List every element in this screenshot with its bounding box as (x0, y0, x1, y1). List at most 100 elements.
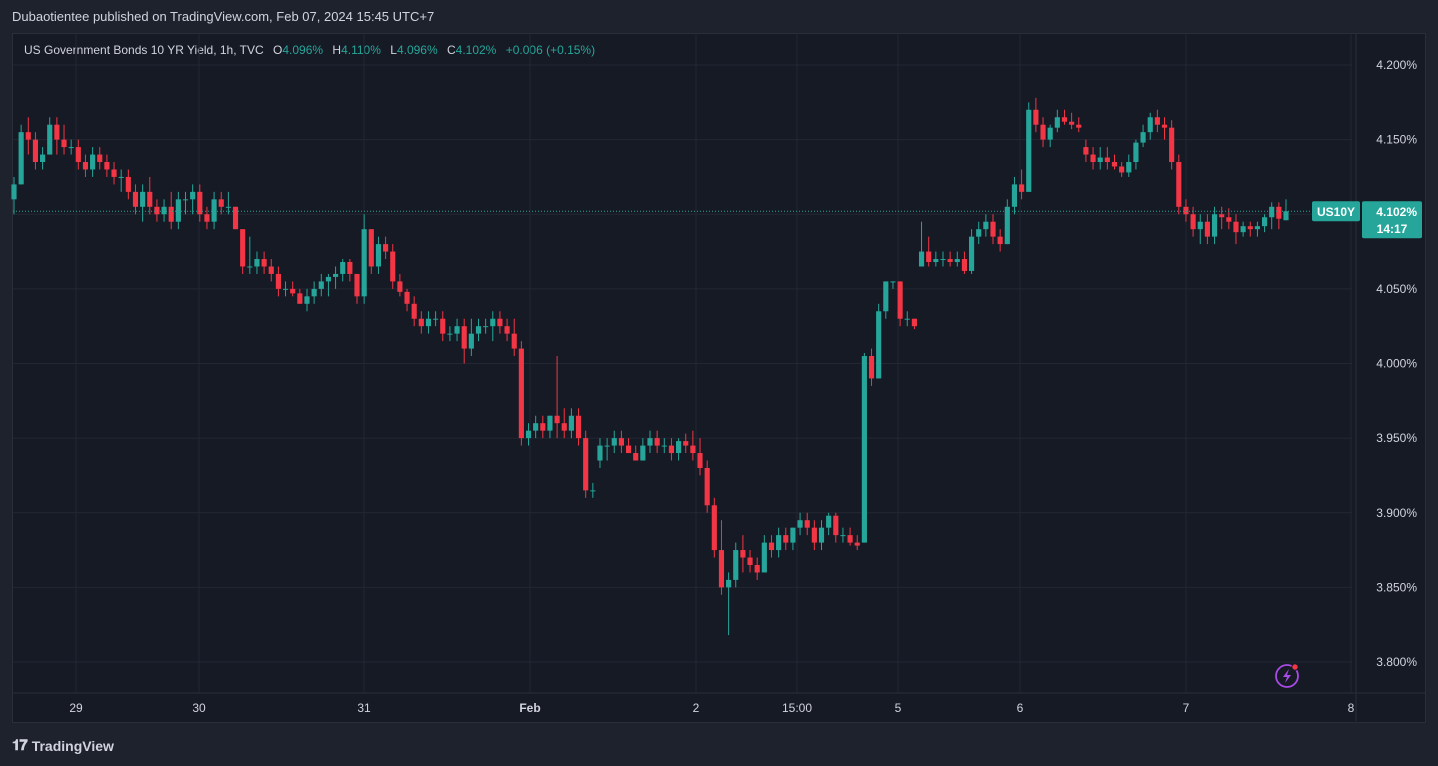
high-value: 4.110% (341, 43, 381, 57)
candle (740, 535, 746, 573)
candle (1269, 202, 1275, 230)
x-tick-label: 31 (357, 701, 371, 715)
candle (118, 169, 124, 192)
candle-body (847, 535, 853, 543)
candle-body (383, 244, 389, 252)
candle-body (1097, 157, 1103, 163)
candle (383, 236, 389, 260)
candle (1233, 214, 1239, 245)
candle-body (826, 515, 832, 528)
candle (447, 326, 453, 342)
candle (933, 251, 939, 267)
candle-body (1147, 117, 1153, 133)
candle (90, 147, 96, 177)
candle-body (683, 441, 689, 446)
candle-body (804, 520, 810, 528)
candle (290, 281, 296, 297)
candle-body (1019, 184, 1025, 192)
candle-body (633, 453, 639, 461)
candle-body (425, 318, 432, 327)
candle-body (933, 259, 939, 263)
candle-body (247, 266, 253, 268)
candle (926, 236, 932, 267)
candle-body (504, 326, 510, 334)
candle-body (1183, 206, 1189, 215)
candle-body (525, 430, 532, 439)
candle (11, 176, 17, 215)
x-tick-label: 15:00 (782, 701, 812, 715)
tradingview-footer[interactable]: 𝟏𝟕 TradingView (12, 737, 114, 754)
candle (861, 353, 867, 543)
candle-body (1061, 117, 1068, 122)
candle-body (54, 124, 60, 140)
candle-body (754, 564, 760, 573)
candle (468, 318, 474, 357)
candle-body (468, 333, 474, 349)
candle (1219, 206, 1225, 230)
candle-body (640, 445, 646, 461)
candle-body (1169, 127, 1175, 163)
y-tick-label: 3.800% (1376, 655, 1417, 669)
candle (418, 311, 424, 334)
candle-body (618, 438, 624, 446)
candle (1111, 154, 1118, 170)
candle-body (547, 415, 553, 431)
x-tick-label: 5 (895, 701, 902, 715)
candle (75, 139, 81, 170)
open-label: O (273, 43, 283, 57)
chart-pane[interactable] (12, 33, 1426, 723)
candle (1276, 202, 1282, 230)
candle (1047, 124, 1053, 148)
candle-body (1140, 132, 1146, 143)
candle (297, 288, 303, 304)
flash-icon[interactable] (1275, 663, 1299, 688)
candle-body (1090, 154, 1096, 163)
candle-body (568, 415, 574, 431)
candle-body (261, 259, 267, 267)
candle (175, 191, 181, 230)
x-tick-label: 29 (69, 701, 83, 715)
candle-body (911, 318, 917, 327)
candle (890, 281, 896, 289)
candle (661, 438, 667, 454)
candle-body (940, 259, 946, 261)
candle (218, 191, 224, 215)
candle (104, 154, 110, 177)
candle-body (1233, 221, 1239, 233)
candle (497, 311, 503, 334)
candle (61, 124, 67, 155)
x-tick-label: Feb (519, 701, 540, 715)
candle-body (818, 527, 825, 543)
candle (1033, 97, 1039, 133)
y-tick-label: 3.900% (1376, 506, 1417, 520)
candle (761, 535, 767, 573)
candle-body (118, 176, 124, 178)
candle-body (1076, 124, 1082, 128)
candle (676, 438, 682, 461)
candle (68, 139, 74, 155)
candle-body (1133, 142, 1139, 163)
candle-body (154, 206, 160, 215)
candle-body (761, 542, 767, 573)
candle-body (726, 579, 732, 588)
candle (354, 273, 360, 304)
candle-body (1247, 226, 1253, 230)
candle (304, 288, 310, 312)
low-label: L (390, 43, 397, 57)
candle-body (418, 318, 424, 327)
candle-body (990, 221, 996, 237)
candle-body (811, 527, 817, 543)
candle-body (790, 527, 796, 543)
candle-body (1069, 121, 1075, 125)
price-badge-countdown: 14:17 (1377, 222, 1408, 236)
price-badge-value: 4.102% (1376, 205, 1417, 219)
candle (768, 535, 775, 558)
x-tick-label: 2 (693, 701, 700, 715)
candle-body (661, 445, 667, 447)
candle (190, 184, 196, 215)
candle-body (961, 259, 967, 271)
candle (25, 117, 31, 155)
candle-body (704, 467, 710, 506)
candle (1211, 206, 1218, 245)
